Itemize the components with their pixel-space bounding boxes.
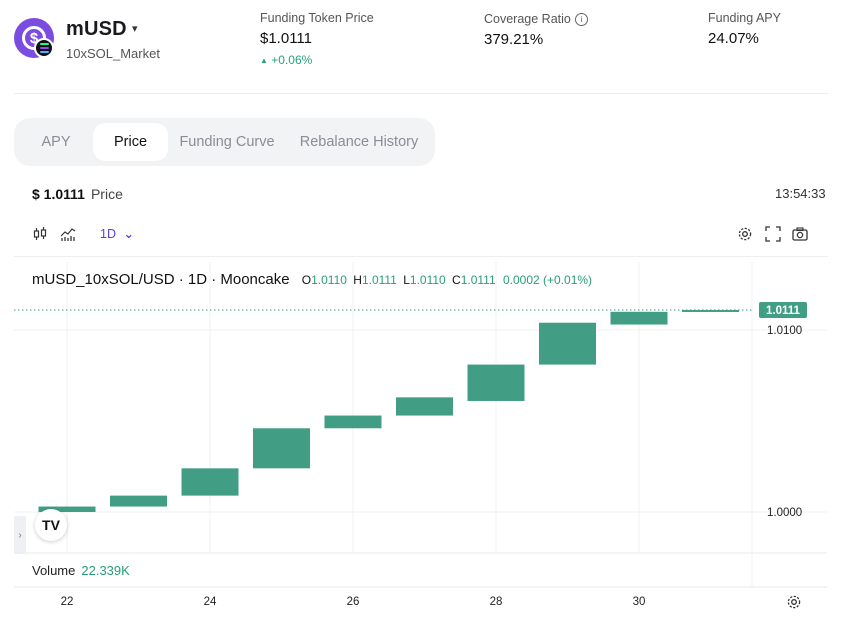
overlays: 1.0111 1.0000 1.0100 22 24 26 28 30 <box>14 301 807 608</box>
low-label: L <box>403 273 410 287</box>
candle <box>467 364 525 401</box>
solana-badge-icon <box>34 38 54 58</box>
candle <box>253 428 310 469</box>
candle <box>38 506 96 512</box>
market-name: 10xSOL_Market <box>66 46 160 61</box>
clock: 13:54:33 <box>775 186 826 201</box>
token-name[interactable]: mUSD <box>66 18 127 40</box>
low-value: 1.0110 <box>409 273 446 287</box>
chart-tabs: APY Price Funding Curve Rebalance Histor… <box>14 118 435 166</box>
volume-value: 22.339K <box>81 563 130 578</box>
interval-selector[interactable]: 1D ⌄ <box>100 226 134 241</box>
price-label: Price <box>90 186 123 202</box>
last-price-tag <box>759 301 807 318</box>
symbol-label: mUSD_10xSOL/USD · 1D · Mooncake <box>32 271 290 288</box>
info-icon[interactable]: i <box>574 13 588 26</box>
tab-price[interactable]: Price <box>93 123 168 161</box>
candle <box>610 311 668 325</box>
change-value: 0.0002 (+0.01%) <box>502 273 593 287</box>
chart-grid <box>14 262 827 588</box>
chart-top-border <box>14 256 828 257</box>
camera-icon[interactable] <box>792 226 808 242</box>
candle <box>396 397 453 416</box>
candles <box>38 309 739 512</box>
side-panel-handle[interactable]: › <box>14 516 26 554</box>
coverage-ratio-label-text: Coverage Ratio <box>484 12 571 26</box>
x-tick-label: 30 <box>633 596 646 608</box>
chart-legend: mUSD_10xSOL/USD · 1D · Mooncake O1.0110 … <box>32 271 592 288</box>
volume-label: Volume <box>32 563 76 578</box>
candle <box>539 322 596 365</box>
settings-icon[interactable] <box>737 226 753 242</box>
candle <box>110 495 167 507</box>
tradingview-logo[interactable]: TV <box>35 509 67 541</box>
x-tick-label: 24 <box>204 596 217 608</box>
candle <box>324 415 382 429</box>
candle <box>181 468 239 496</box>
x-tick-label: 26 <box>347 596 360 608</box>
tab-funding-curve[interactable]: Funding Curve <box>179 134 275 150</box>
up-arrow-icon: ▲ <box>260 56 268 65</box>
funding-price-label: Funding Token Price <box>260 11 374 25</box>
indicators-icon[interactable] <box>60 226 76 242</box>
high-label: H <box>353 273 362 287</box>
open-label: O <box>301 273 312 287</box>
funding-apy-label: Funding APY <box>708 11 781 25</box>
current-price: $ 1.0111 <box>32 186 85 202</box>
funding-apy-stat: Funding APY 24.07% <box>708 11 781 47</box>
tab-rebalance-history[interactable]: Rebalance History <box>299 134 419 150</box>
price-readout: $ 1.0111 Price <box>32 186 123 202</box>
close-value: 1.0111 <box>460 273 496 287</box>
axis-settings-icon[interactable] <box>786 594 802 610</box>
last-price-label: 1.0111 <box>766 305 801 317</box>
interval-label: 1D <box>100 227 116 241</box>
y-tick-label: 1.0100 <box>767 325 802 337</box>
fullscreen-icon[interactable] <box>765 226 781 242</box>
funding-apy-value: 24.07% <box>708 30 759 47</box>
chevron-down-icon: ⌄ <box>123 227 134 241</box>
token-selector-chevron-icon[interactable]: ▾ <box>132 23 138 35</box>
ohlc-values: O1.0110 H1.0111 L1.0110 C1.0111 0.0002 (… <box>302 273 592 287</box>
open-value: 1.0110 <box>311 273 347 287</box>
funding-price-change-value: +0.06% <box>271 53 313 67</box>
high-value: 1.0111 <box>361 273 397 287</box>
candle <box>682 309 739 312</box>
coverage-ratio-stat: Coverage Ratio i 379.21% <box>484 12 588 48</box>
tab-apy[interactable]: APY <box>41 134 71 150</box>
funding-price-change: ▲ +0.06% <box>260 53 374 67</box>
funding-price-value: $1.0111 <box>260 30 312 47</box>
coverage-ratio-label: Coverage Ratio i <box>484 12 588 26</box>
coverage-ratio-value: 379.21% <box>484 31 544 48</box>
x-tick-label: 28 <box>490 596 503 608</box>
close-label: C <box>452 273 461 287</box>
candles-icon[interactable] <box>32 226 48 242</box>
y-tick-label: 1.0000 <box>767 507 802 519</box>
header-divider <box>14 93 828 94</box>
funding-price-stat: Funding Token Price $1.0111 ▲ +0.06% <box>260 11 374 67</box>
x-tick-label: 22 <box>61 596 74 608</box>
volume-legend: Volume 22.339K <box>32 563 130 578</box>
